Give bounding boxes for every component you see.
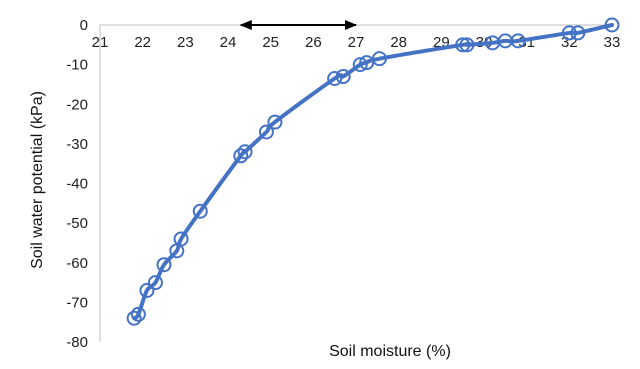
x-tick-label: 25	[262, 34, 279, 51]
data-point-marker	[352, 57, 368, 73]
data-point-marker	[237, 144, 253, 160]
data-point-marker	[510, 33, 526, 49]
data-point-marker	[147, 275, 163, 291]
y-tick-label: -20	[66, 96, 88, 113]
y-tick-label: 0	[80, 17, 88, 34]
x-tick-label: 27	[348, 34, 365, 51]
data-point-marker	[570, 25, 586, 41]
y-tick-label: -70	[66, 294, 88, 311]
x-tick-labels: 21 22 23 24 25 26 27 28 29 30 31 32 33	[92, 34, 621, 51]
data-point-marker	[173, 231, 189, 247]
data-point-marker	[561, 25, 577, 41]
data-point-marker	[455, 37, 471, 53]
y-tick-label: -30	[66, 136, 88, 153]
data-point-marker	[258, 124, 274, 140]
axes	[99, 24, 612, 342]
series-layer	[126, 17, 620, 326]
x-tick-label: 23	[177, 34, 194, 51]
data-point-marker	[126, 310, 142, 326]
x-tick-label: 24	[220, 34, 237, 51]
y-tick-label: -80	[66, 334, 88, 351]
y-axis-title: Soil water potential (kPa)	[29, 91, 46, 269]
x-tick-label: 28	[390, 34, 407, 51]
data-point-marker	[459, 37, 475, 53]
y-tick-label: -50	[66, 215, 88, 232]
data-point-marker	[371, 51, 387, 67]
data-point-marker	[192, 203, 208, 219]
y-tick-label: -40	[66, 176, 88, 193]
data-point-marker	[139, 282, 155, 298]
data-point-marker	[233, 148, 249, 164]
x-axis-title: Soil moisture (%)	[329, 343, 451, 360]
data-point-marker	[335, 69, 351, 85]
data-point-marker	[604, 17, 620, 33]
x-tick-label: 26	[305, 34, 322, 51]
data-point-marker	[156, 257, 172, 273]
series-line	[132, 23, 614, 321]
data-point-marker	[327, 70, 343, 86]
y-tick-label: -10	[66, 57, 88, 74]
y-tick-label: -60	[66, 255, 88, 272]
y-tick-labels: 0 -10 -20 -30 -40 -50 -60 -70 -80	[66, 17, 88, 351]
x-tick-label: 21	[92, 34, 109, 51]
data-point-marker	[267, 114, 283, 130]
x-tick-label: 22	[134, 34, 151, 51]
data-point-marker	[130, 306, 146, 322]
x-tick-label: 33	[604, 34, 621, 51]
